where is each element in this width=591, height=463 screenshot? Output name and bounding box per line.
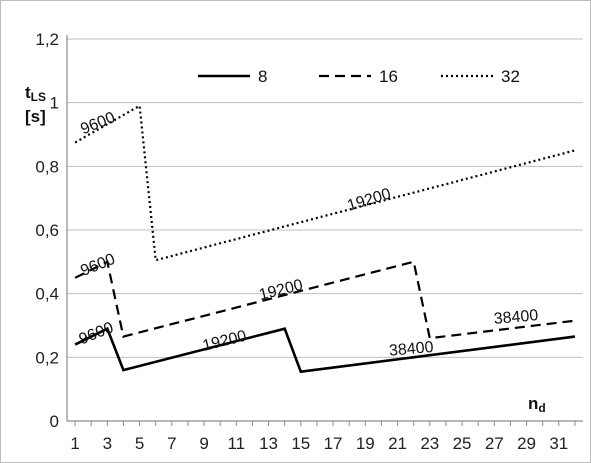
- y-axis-label: tLS: [25, 83, 46, 104]
- x-tick-label: 19: [356, 434, 375, 453]
- annotation-label: 38400: [493, 307, 539, 328]
- y-tick-label: 0,8: [35, 157, 59, 176]
- x-tick-label: 1: [70, 434, 79, 453]
- y-tick-label: 1,2: [35, 30, 59, 49]
- x-tick-label: 27: [485, 434, 504, 453]
- x-axis-label: nd: [528, 394, 546, 415]
- x-tick-label: 21: [388, 434, 407, 453]
- x-tick-label: 9: [199, 434, 208, 453]
- x-tick-label: 13: [259, 434, 278, 453]
- x-tick-label: 15: [291, 434, 310, 453]
- annotation-label: 19200: [345, 185, 393, 214]
- annotation-label: 9600: [77, 319, 116, 348]
- series-line-16: [74, 260, 576, 340]
- series-line-32: [74, 104, 576, 262]
- x-tick-label: 7: [167, 434, 176, 453]
- x-tick-label: 29: [517, 434, 536, 453]
- annotation-label: 38400: [388, 339, 434, 360]
- y-tick-label: 0,2: [35, 348, 59, 367]
- x-tick-label: 17: [324, 434, 343, 453]
- y-tick-label: 0,4: [35, 285, 59, 304]
- legend-label-8: 8: [258, 67, 267, 86]
- x-tick-label: 5: [135, 434, 144, 453]
- legend-label-16: 16: [379, 67, 398, 86]
- series-line-8: [74, 326, 576, 374]
- x-tick-label: 3: [103, 434, 112, 453]
- y-axis-unit: [s]: [25, 107, 46, 126]
- annotation-label: 19200: [257, 277, 304, 304]
- annotation-label: 9600: [78, 251, 117, 280]
- x-tick-label: 11: [227, 434, 245, 453]
- legend-label-32: 32: [501, 67, 520, 86]
- annotation-label: 9600: [78, 109, 117, 138]
- y-tick-label: 0,6: [35, 221, 59, 240]
- x-tick-label: 23: [420, 434, 439, 453]
- y-tick-label: 1: [50, 94, 59, 113]
- x-tick-label: 31: [549, 434, 568, 453]
- annotation-label: 19200: [201, 328, 248, 355]
- x-tick-label: 25: [453, 434, 472, 453]
- y-tick-label: 0: [50, 412, 59, 431]
